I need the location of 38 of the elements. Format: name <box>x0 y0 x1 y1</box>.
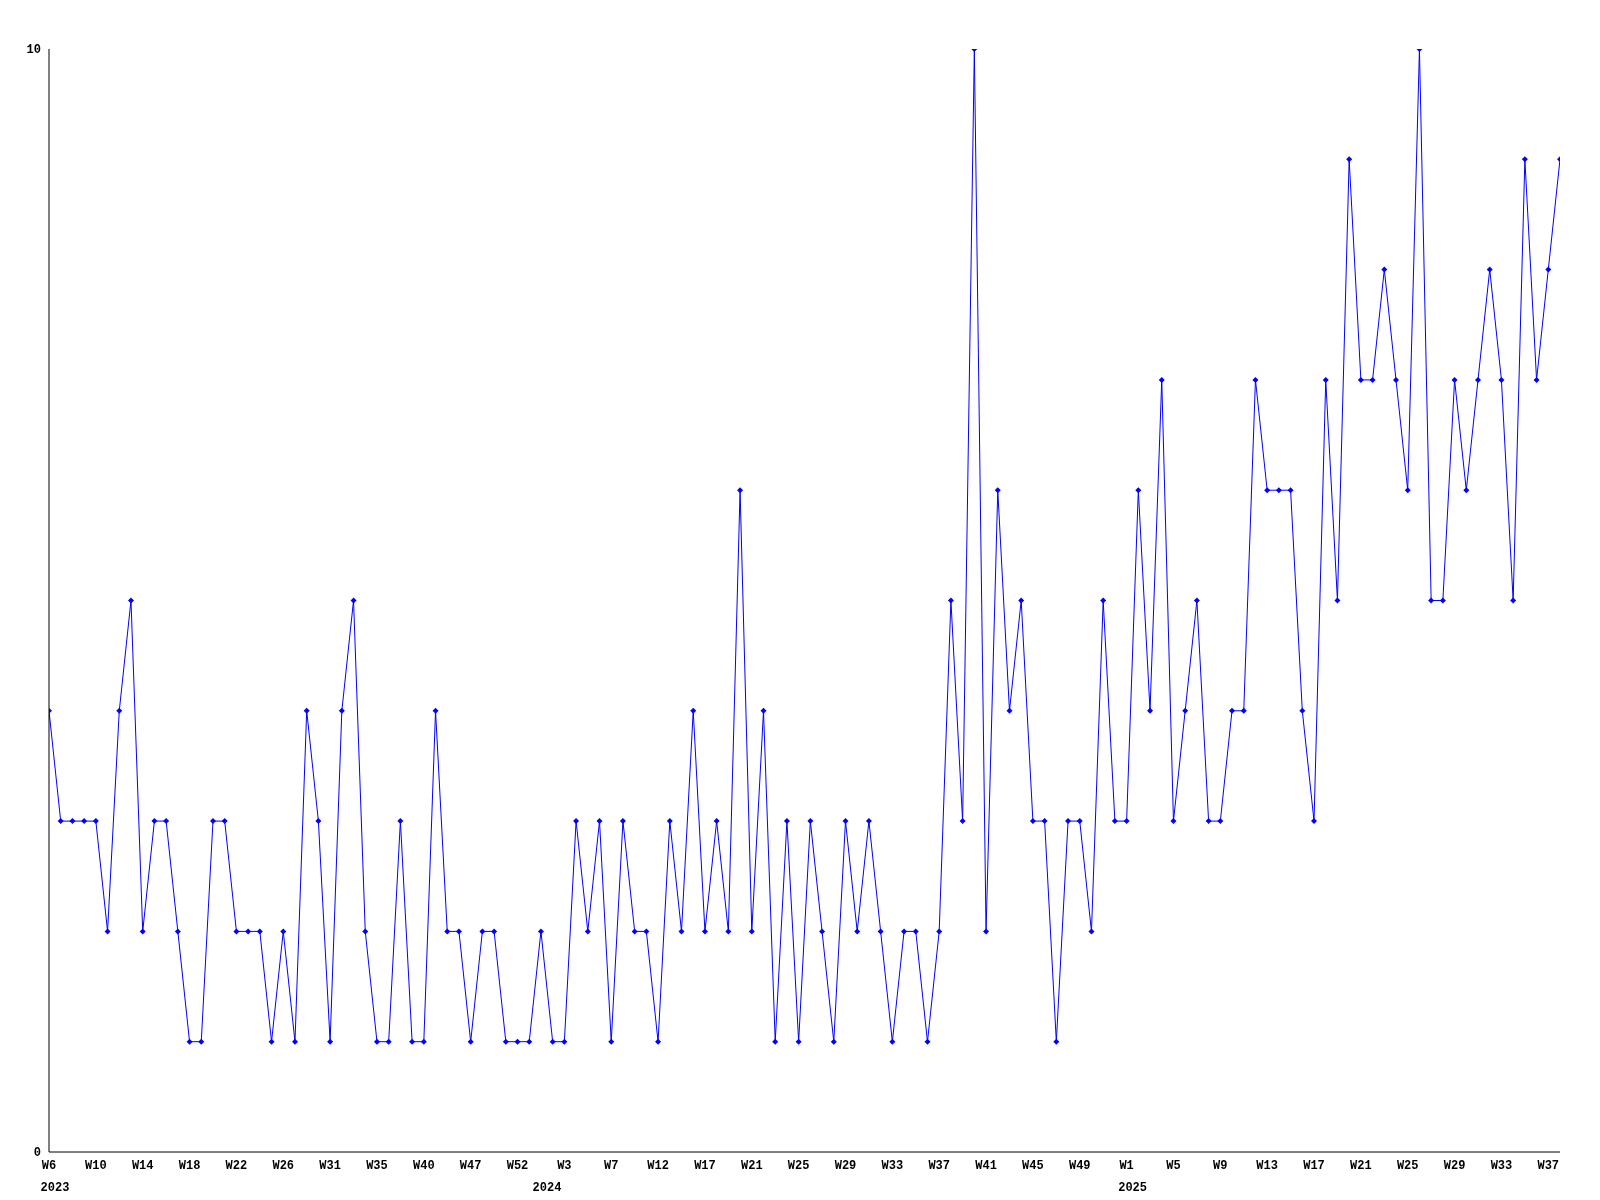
x-tick-label: W17 <box>1303 1158 1325 1173</box>
x-tick-label: W52 <box>506 1158 529 1173</box>
text: 2024 <box>532 1180 562 1195</box>
x-tick-label: W25 <box>787 1158 810 1173</box>
x-tick-label: W47 <box>459 1158 482 1173</box>
x-tick-label: W33 <box>881 1158 904 1173</box>
x-tick-label: W37 <box>928 1158 951 1173</box>
x-tick-label: W45 <box>1022 1158 1044 1173</box>
x-tick-label: W7 <box>604 1158 619 1173</box>
x-tick-label: W22 <box>225 1158 248 1173</box>
x-tick-label: W17 <box>694 1158 716 1173</box>
x-tick-label: W9 <box>1213 1158 1228 1173</box>
x-tick-label: W29 <box>1443 1158 1466 1173</box>
x-tick-label: W14 <box>131 1158 154 1173</box>
x-tick-label: W31 <box>319 1158 341 1173</box>
x-tick-label: W40 <box>413 1158 435 1173</box>
x-tick-label: W33 <box>1490 1158 1513 1173</box>
x-tick-label: W5 <box>1166 1158 1181 1173</box>
x-tick-label: W12 <box>647 1158 669 1173</box>
x-tick-label: W21 <box>740 1158 763 1173</box>
x-tick-label: W37 <box>1537 1158 1560 1173</box>
x-tick-label: W18 <box>178 1158 201 1173</box>
text: 2025 <box>1118 1180 1148 1195</box>
y-tick-label: 10 <box>26 43 41 58</box>
x-tick-label: W1 <box>1119 1158 1134 1173</box>
x-tick-label: W41 <box>975 1158 997 1173</box>
x-tick-label: W29 <box>834 1158 857 1173</box>
y-tick-label: 0 <box>33 1146 41 1161</box>
x-tick-label: W10 <box>85 1158 107 1173</box>
x-tick-label: W13 <box>1256 1158 1278 1173</box>
x-tick-label: W26 <box>272 1158 295 1173</box>
x-tick-label: W49 <box>1068 1158 1091 1173</box>
x-tick-label: W6 <box>41 1158 57 1173</box>
x-tick-label: W3 <box>557 1158 572 1173</box>
x-tick-label: W25 <box>1396 1158 1419 1173</box>
x-tick-label: W21 <box>1350 1158 1372 1173</box>
x-tick-label: W35 <box>366 1158 388 1173</box>
text: 2023 <box>40 1180 70 1195</box>
